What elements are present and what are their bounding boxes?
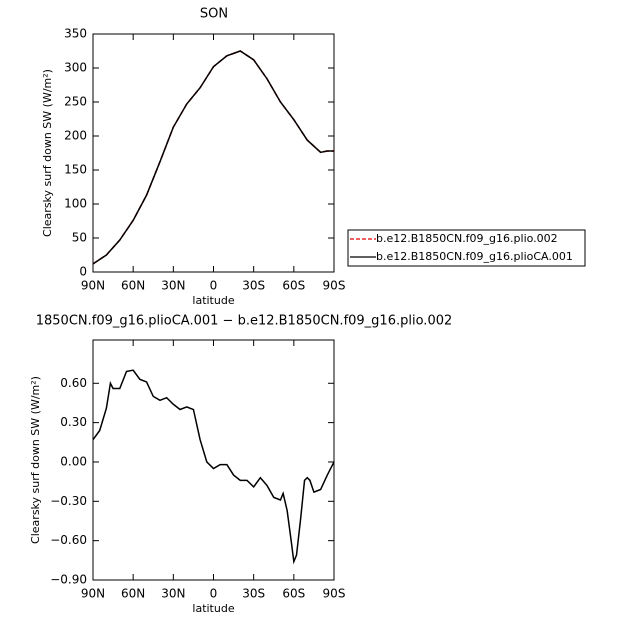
y-tick-label: 0.30: [60, 415, 87, 429]
chart-title: SON: [200, 7, 228, 22]
y-tick-label: 350: [64, 27, 87, 41]
x-tick-label: 90S: [323, 587, 346, 601]
x-tick-label: 30S: [242, 587, 265, 601]
y-tick-label: 0.60: [60, 376, 87, 390]
y-tick-label: 150: [64, 163, 87, 177]
data-line: [92, 369, 335, 565]
x-tick-label: 30S: [242, 279, 265, 293]
y-axis-label: Clearsky surf down SW (W/m²): [41, 69, 54, 237]
plot-frame: [92, 33, 335, 273]
y-tick-label: 50: [72, 231, 87, 245]
legend-label: b.e12.B1850CN.f09_g16.plioCA.001: [376, 250, 573, 263]
x-tick-label: 60N: [121, 587, 145, 601]
y-tick-label: 200: [64, 129, 87, 143]
x-axis-label: latitude: [192, 602, 234, 615]
y-tick-label: 0.00: [60, 454, 87, 468]
y-tick-label: 300: [64, 61, 87, 75]
x-tick-label: 60N: [121, 279, 145, 293]
x-tick-label: 90S: [323, 279, 346, 293]
y-tick-label: 100: [64, 197, 87, 211]
data-line: [92, 50, 334, 265]
x-tick-label: 0: [210, 587, 218, 601]
y-tick-label: −0.90: [50, 573, 87, 587]
x-tick-label: 30N: [161, 279, 185, 293]
y-tick-label: 250: [64, 95, 87, 109]
x-tick-label: 30N: [161, 587, 185, 601]
x-tick-label: 60S: [282, 279, 305, 293]
data-line: [92, 50, 334, 265]
legend-label: b.e12.B1850CN.f09_g16.plio.002: [376, 232, 558, 245]
y-tick-label: −0.30: [50, 494, 87, 508]
x-tick-label: 90N: [81, 279, 105, 293]
x-tick-label: 90N: [81, 587, 105, 601]
y-tick-label: 0: [79, 265, 87, 279]
x-tick-label: 60S: [282, 587, 305, 601]
chart-title: 1850CN.f09_g16.plioCA.001 − b.e12.B1850C…: [36, 314, 453, 329]
legend-box: [347, 229, 586, 267]
x-tick-label: 0: [210, 279, 218, 293]
x-axis-label: latitude: [192, 294, 234, 307]
y-tick-label: −0.60: [50, 533, 87, 547]
y-axis-label: Clearsky surf down SW (W/m²): [29, 376, 42, 544]
